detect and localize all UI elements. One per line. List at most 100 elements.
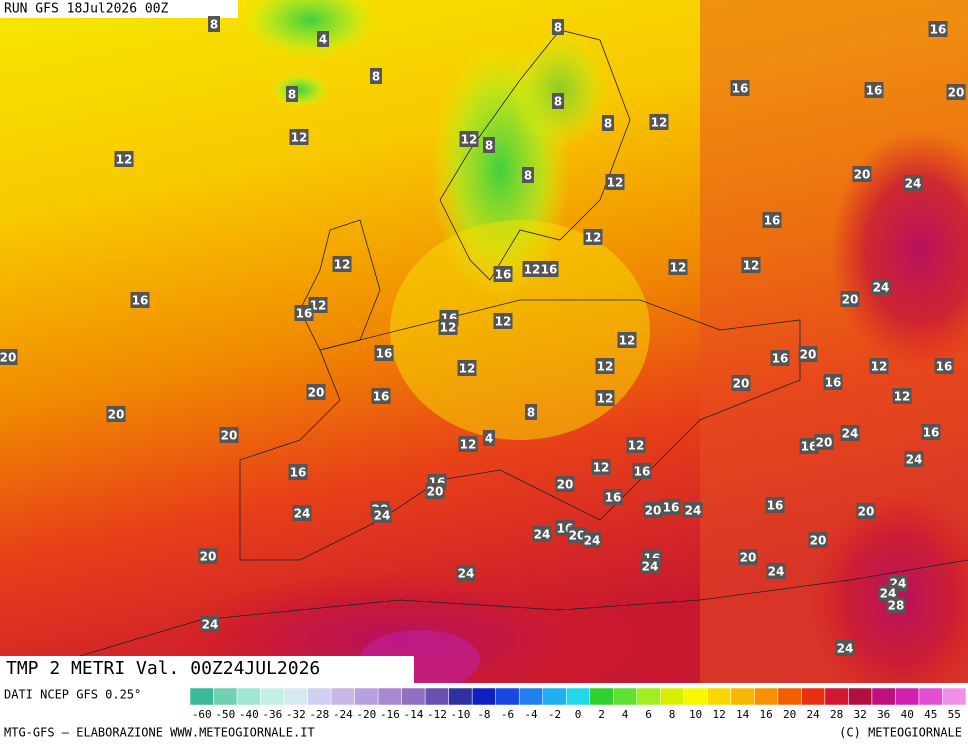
label-box <box>799 438 819 454</box>
legend-swatch <box>495 687 520 706</box>
label-box <box>532 526 552 542</box>
temperature-label: 20 <box>557 478 574 492</box>
temperature-label: 12 <box>440 321 457 335</box>
legend-swatch <box>189 687 214 706</box>
label-box <box>567 527 587 543</box>
temperature-label: 24 <box>873 281 890 295</box>
label-box <box>649 114 669 130</box>
temperature-label: 20 <box>0 351 16 365</box>
label-box <box>457 360 477 376</box>
label-box <box>808 532 828 548</box>
temperature-label: 8 <box>485 139 493 153</box>
label-box <box>317 31 329 47</box>
label-box <box>425 483 445 499</box>
temperature-label: 12 <box>743 259 760 273</box>
legend-tick-label: -20 <box>356 708 376 721</box>
label-box <box>934 358 954 374</box>
label-box <box>765 497 785 513</box>
legend-tick-label: 20 <box>783 708 796 721</box>
label-box <box>583 229 603 245</box>
label-box <box>200 616 220 632</box>
temperature-label: 16 <box>764 214 781 228</box>
legend-swatch <box>213 687 238 706</box>
temperature-label: 20 <box>800 348 817 362</box>
label-box <box>731 375 751 391</box>
legend-swatch <box>542 687 567 706</box>
temperature-label: 12 <box>524 263 541 277</box>
label-box <box>683 502 703 518</box>
legend-swatch <box>754 687 779 706</box>
legend-tick-label: -40 <box>239 708 259 721</box>
legend-swatch <box>236 687 261 706</box>
legend-tick-label: 4 <box>622 708 629 721</box>
legend-tick-label: 2 <box>598 708 605 721</box>
legend-tick-label: 10 <box>689 708 702 721</box>
label-box <box>483 137 495 153</box>
temperature-label: 12 <box>459 362 476 376</box>
label-box <box>0 349 18 365</box>
label-box <box>114 151 134 167</box>
label-box <box>904 451 924 467</box>
label-box <box>617 332 637 348</box>
temperature-label: 24 <box>842 427 859 441</box>
legend-tick-label: 8 <box>669 708 676 721</box>
legend-tick-label: -36 <box>262 708 282 721</box>
legend-tick-label: -8 <box>477 708 490 721</box>
label-box <box>438 319 458 335</box>
temperature-label: 24 <box>534 528 551 542</box>
map <box>0 0 968 710</box>
label-box <box>552 93 564 109</box>
temperature-label: 12 <box>461 133 478 147</box>
temperature-label: 12 <box>310 299 327 313</box>
legend-swatch <box>848 687 873 706</box>
temperature-label: 12 <box>670 261 687 275</box>
label-box <box>643 502 663 518</box>
label-box <box>306 384 326 400</box>
legend-tick-label: -50 <box>215 708 235 721</box>
legend-tick-label: -2 <box>548 708 561 721</box>
temperature-label: 24 <box>837 642 854 656</box>
label-box <box>823 374 843 390</box>
label-box <box>198 548 218 564</box>
header-box <box>0 0 238 18</box>
label-box <box>856 503 876 519</box>
temperature-label: 8 <box>527 406 535 420</box>
label-box <box>886 597 906 613</box>
temperature-label: 12 <box>593 461 610 475</box>
source-label: DATI NCEP GFS 0.25° <box>4 688 141 702</box>
temperature-label: 12 <box>597 360 614 374</box>
legend-tick-label: 6 <box>645 708 652 721</box>
label-box <box>892 388 912 404</box>
label-box <box>603 489 623 505</box>
legend-swatch <box>377 687 402 706</box>
label-box <box>459 131 479 147</box>
temperature-label: 20 <box>427 485 444 499</box>
temperature-label: 20 <box>810 534 827 548</box>
legend-swatch <box>518 687 543 706</box>
temperature-label: 8 <box>524 169 532 183</box>
temperature-label: 24 <box>374 509 391 523</box>
temperature-label: 24 <box>584 534 601 548</box>
label-box <box>903 175 923 191</box>
temperature-label: 12 <box>116 153 133 167</box>
label-box <box>493 266 513 282</box>
legend-swatch <box>471 687 496 706</box>
legend-tick-label: 0 <box>575 708 582 721</box>
label-box <box>730 80 750 96</box>
temperature-label: 16 <box>605 491 622 505</box>
legend-tick-label: 36 <box>877 708 890 721</box>
legend-tick-label: -60 <box>192 708 212 721</box>
legend-swatch <box>660 687 685 706</box>
temperature-label: 12 <box>334 258 351 272</box>
legend-swatch <box>354 687 379 706</box>
temperature-label: 16 <box>936 360 953 374</box>
temperature-label: 20 <box>842 293 859 307</box>
legend-tick-label: 14 <box>736 708 750 721</box>
temperature-label: 12 <box>871 360 888 374</box>
label-box <box>864 82 884 98</box>
legend-tick-label: 32 <box>854 708 867 721</box>
temperature-label: 16 <box>495 268 512 282</box>
label-box <box>332 256 352 272</box>
legend-swatch <box>707 687 732 706</box>
